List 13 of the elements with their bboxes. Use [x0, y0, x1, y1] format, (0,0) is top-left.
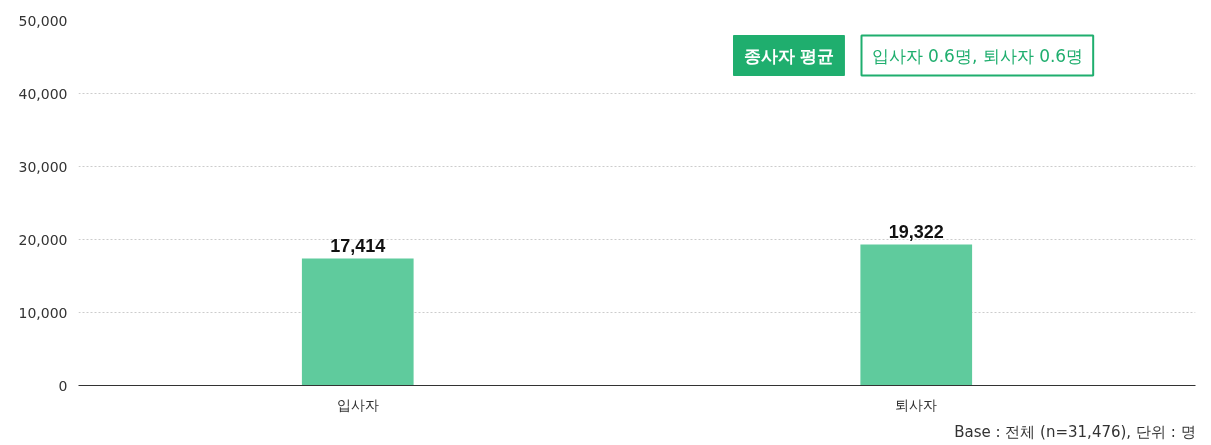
y-tick-label: 30,000 — [18, 158, 68, 175]
data-label: 19,322 — [888, 222, 944, 243]
data-label: 17,414 — [330, 236, 386, 257]
text: Base : 전체 (n=31,476), 단위 : 명 — [954, 422, 1196, 441]
y-tick-label: 10,000 — [18, 304, 68, 321]
annotation: 입사자 0.6명, 퇴사자 0.6명 — [871, 45, 1084, 66]
y-tick-label: 20,000 — [18, 231, 68, 248]
x-tick-label: 입사자 — [336, 396, 379, 413]
y-tick-label: 50,000 — [18, 12, 68, 29]
y-tick-label: 0 — [58, 377, 68, 394]
annotation: 종사자 평균 — [743, 45, 835, 66]
x-tick-label: 퇴사자 — [895, 396, 938, 413]
y-tick-label: 40,000 — [18, 85, 68, 102]
